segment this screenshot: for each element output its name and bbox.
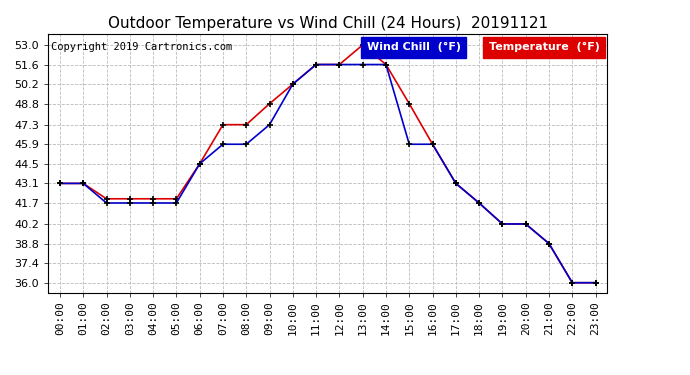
Title: Outdoor Temperature vs Wind Chill (24 Hours)  20191121: Outdoor Temperature vs Wind Chill (24 Ho… <box>108 16 548 31</box>
Legend: Wind Chill  (°F), Temperature  (°F): Wind Chill (°F), Temperature (°F) <box>337 39 602 54</box>
Text: Copyright 2019 Cartronics.com: Copyright 2019 Cartronics.com <box>51 42 233 51</box>
